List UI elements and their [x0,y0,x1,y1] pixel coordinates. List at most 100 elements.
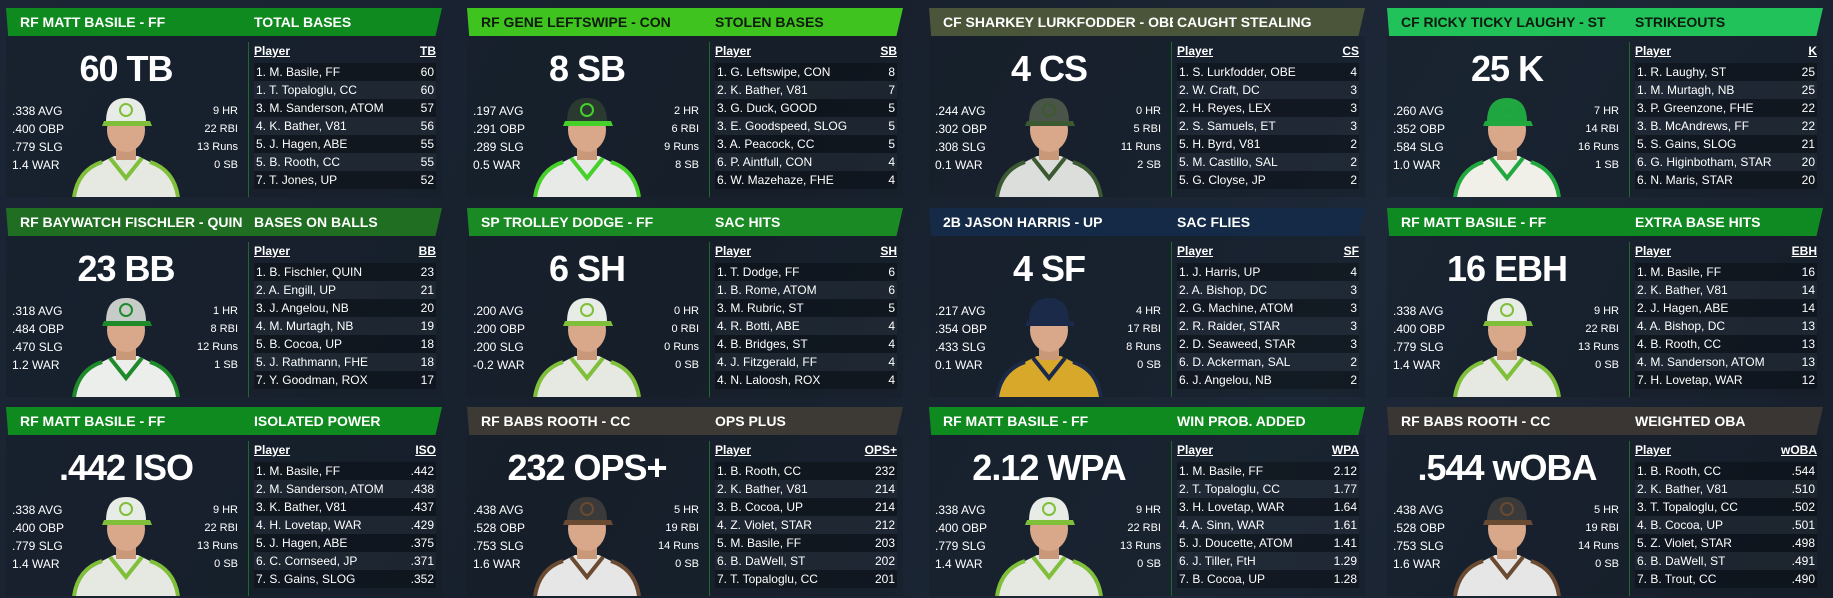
table-row[interactable]: 4. K. Bather, V81 56 [254,117,436,135]
column-header-player[interactable]: Player [254,443,291,457]
player-portrait[interactable] [1447,489,1567,596]
column-header-stat[interactable]: BB [418,244,436,258]
table-row[interactable]: 2. R. Raider, STAR 3 [1177,317,1359,335]
table-row[interactable]: 2. D. Seaweed, STAR 3 [1177,335,1359,353]
table-row[interactable]: 1. T. Topaloglu, CC 60 [254,81,436,99]
table-row[interactable]: 2. A. Bishop, DC 3 [1177,281,1359,299]
table-row[interactable]: 5. H. Byrd, V81 2 [1177,135,1359,153]
table-row[interactable]: 5. B. Rooth, CC 55 [254,153,436,171]
table-row[interactable]: 6. N. Maris, STAR 20 [1635,171,1817,189]
leader-panel[interactable]: CF RICKY TICKY LAUGHY - ST STRIKEOUTS 25… [1381,0,1833,197]
player-title[interactable]: SP TROLLEY DODGE - FF [481,214,654,230]
table-row[interactable]: 1. M. Murtagh, NB 25 [1635,81,1817,99]
table-row[interactable]: 4. B. Bridges, ST 4 [715,335,897,353]
table-row[interactable]: 3. E. Goodspeed, SLOG 5 [715,117,897,135]
leader-panel[interactable]: RF GENE LEFTSWIPE - CON STOLEN BASES 8 S… [461,0,913,197]
player-portrait[interactable] [989,90,1109,197]
column-header-stat[interactable]: WPA [1331,443,1359,457]
table-row[interactable]: 7. Y. Goodman, ROX 17 [254,371,436,389]
table-row[interactable]: 6. B. DaWell, ST .491 [1635,552,1817,570]
table-row[interactable]: 3. G. Duck, GOOD 5 [715,99,897,117]
table-row[interactable]: 3. M. Sanderson, ATOM 57 [254,99,436,117]
leader-panel[interactable]: RF BAYWATCH FISCHLER - QUIN BASES ON BAL… [0,200,452,397]
table-row[interactable]: 1. M. Basile, FF 60 [254,63,436,81]
column-header-stat[interactable]: wOBA [1781,443,1817,457]
leader-panel[interactable]: 2B JASON HARRIS - UP SAC FLIES 4 SF .217… [923,200,1375,397]
table-row[interactable]: 1. J. Harris, UP 4 [1177,263,1359,281]
leader-panel[interactable]: RF MATT BASILE - FF ISOLATED POWER .442 … [0,399,452,596]
column-header-stat[interactable]: OPS+ [864,443,897,457]
leader-panel[interactable]: SP TROLLEY DODGE - FF SAC HITS 6 SH .200… [461,200,913,397]
player-portrait[interactable] [527,290,647,397]
table-row[interactable]: 7. T. Topaloglu, CC 201 [715,570,897,588]
table-row[interactable]: 3. P. Greenzone, FHE 22 [1635,99,1817,117]
table-row[interactable]: 4. H. Lovetap, WAR .429 [254,516,436,534]
table-row[interactable]: 5. M. Castillo, SAL 2 [1177,153,1359,171]
leader-panel[interactable]: CF SHARKEY LURKFODDER - OBE CAUGHT STEAL… [923,0,1375,197]
column-header-player[interactable]: Player [1635,443,1672,457]
table-row[interactable]: 5. J. Doucette, ATOM 1.41 [1177,534,1359,552]
table-row[interactable]: 2. S. Samuels, ET 3 [1177,117,1359,135]
table-row[interactable]: 1. B. Rooth, CC 232 [715,462,897,480]
table-row[interactable]: 6. J. Angelou, NB 2 [1177,371,1359,389]
player-title[interactable]: RF MATT BASILE - FF [1401,214,1547,230]
table-row[interactable]: 2. K. Bather, V81 .510 [1635,480,1817,498]
player-portrait[interactable] [989,290,1109,397]
table-row[interactable]: 3. B. McAndrews, FF 22 [1635,117,1817,135]
table-row[interactable]: 4. A. Sinn, WAR 1.61 [1177,516,1359,534]
table-row[interactable]: 3. H. Lovetap, WAR 1.64 [1177,498,1359,516]
leader-panel[interactable]: RF BABS ROOTH - CC OPS PLUS 232 OPS+ .43… [461,399,913,596]
table-row[interactable]: 7. B. Trout, CC .490 [1635,570,1817,588]
player-title[interactable]: RF BABS ROOTH - CC [481,413,631,429]
leader-panel[interactable]: RF MATT BASILE - FF EXTRA BASE HITS 16 E… [1381,200,1833,397]
table-row[interactable]: 3. A. Peacock, CC 5 [715,135,897,153]
table-row[interactable]: 1. T. Dodge, FF 6 [715,263,897,281]
table-row[interactable]: 7. T. Jones, UP 52 [254,171,436,189]
table-row[interactable]: 6. G. Higinbotham, STAR 20 [1635,153,1817,171]
column-header-stat[interactable]: EBH [1791,244,1817,258]
player-title[interactable]: CF RICKY TICKY LAUGHY - ST [1401,14,1606,30]
table-row[interactable]: 6. P. Aintfull, CON 4 [715,153,897,171]
table-row[interactable]: 2. A. Engill, UP 21 [254,281,436,299]
column-header-player[interactable]: Player [1177,44,1214,58]
column-header-stat[interactable]: SH [880,244,897,258]
table-row[interactable]: 2. M. Sanderson, ATOM .438 [254,480,436,498]
column-header-player[interactable]: Player [1635,244,1672,258]
table-row[interactable]: 4. M. Sanderson, ATOM 13 [1635,353,1817,371]
player-title[interactable]: RF BABS ROOTH - CC [1401,413,1551,429]
table-row[interactable]: 4. N. Laloosh, ROX 4 [715,371,897,389]
column-header-stat[interactable]: CS [1342,44,1359,58]
player-portrait[interactable] [66,290,186,397]
table-row[interactable]: 1. M. Basile, FF .442 [254,462,436,480]
table-row[interactable]: 4. M. Murtagh, NB 19 [254,317,436,335]
column-header-player[interactable]: Player [1177,443,1214,457]
table-row[interactable]: 1. M. Basile, FF 16 [1635,263,1817,281]
player-portrait[interactable] [1447,290,1567,397]
table-row[interactable]: 6. J. Tiller, FtH 1.29 [1177,552,1359,570]
player-portrait[interactable] [66,489,186,596]
table-row[interactable]: 5. Z. Violet, STAR .498 [1635,534,1817,552]
table-row[interactable]: 1. R. Laughy, ST 25 [1635,63,1817,81]
table-row[interactable]: 2. K. Bather, V81 7 [715,81,897,99]
column-header-player[interactable]: Player [715,244,752,258]
column-header-player[interactable]: Player [254,244,291,258]
column-header-stat[interactable]: ISO [415,443,436,457]
table-row[interactable]: 6. D. Ackerman, SAL 2 [1177,353,1359,371]
table-row[interactable]: 2. H. Reyes, LEX 3 [1177,99,1359,117]
table-row[interactable]: 2. G. Machine, ATOM 3 [1177,299,1359,317]
table-row[interactable]: 5. J. Rathmann, FHE 18 [254,353,436,371]
column-header-player[interactable]: Player [715,44,752,58]
table-row[interactable]: 5. M. Basile, FF 203 [715,534,897,552]
table-row[interactable]: 5. J. Hagen, ABE .375 [254,534,436,552]
table-row[interactable]: 5. G. Cloyse, JP 2 [1177,171,1359,189]
table-row[interactable]: 2. J. Hagen, ABE 14 [1635,299,1817,317]
table-row[interactable]: 1. B. Rooth, CC .544 [1635,462,1817,480]
column-header-stat[interactable]: K [1808,44,1817,58]
table-row[interactable]: 7. H. Lovetap, WAR 12 [1635,371,1817,389]
table-row[interactable]: 1. B. Fischler, QUIN 23 [254,263,436,281]
leader-panel[interactable]: RF BABS ROOTH - CC WEIGHTED OBA .544 wOB… [1381,399,1833,596]
table-row[interactable]: 4. B. Cocoa, UP .501 [1635,516,1817,534]
table-row[interactable]: 4. Z. Violet, STAR 212 [715,516,897,534]
player-title[interactable]: RF MATT BASILE - FF [20,14,166,30]
player-title[interactable]: RF MATT BASILE - FF [943,413,1089,429]
